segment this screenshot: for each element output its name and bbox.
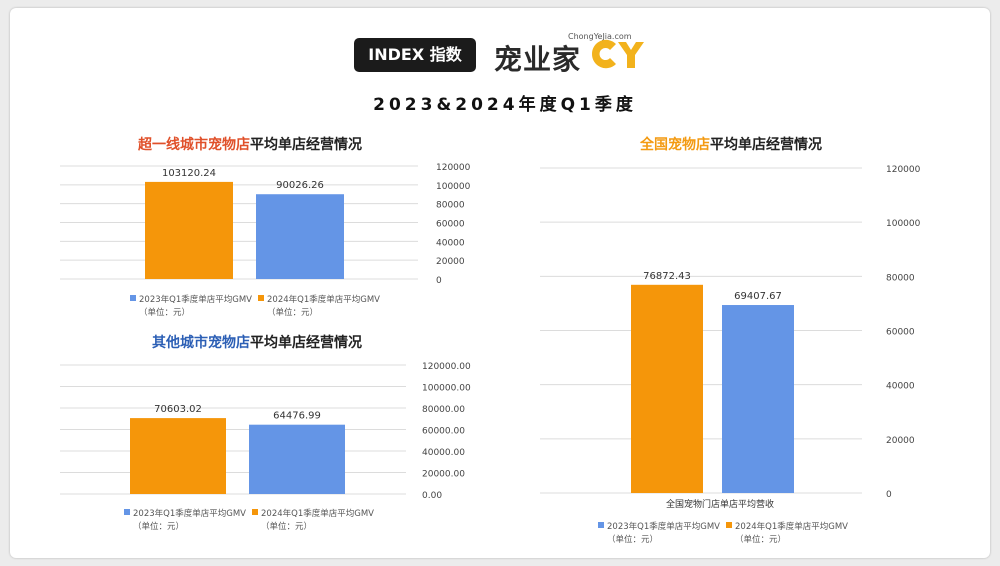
legend-swatch-2024 [726,522,732,528]
chart-title-national: 全国宠物店平均单店经营情况 [640,134,822,154]
legend-swatch-2023 [130,295,136,301]
y-tick-label: 20000.00 [422,470,465,480]
legend-swatch-2024 [258,295,264,301]
legend-unit: （单位：元） [139,307,190,318]
y-tick-label: 40000 [886,382,915,392]
y-tick-label: 20000 [436,257,465,267]
y-tick-label: 60000 [886,328,915,338]
chart-title-tier1: 超一线城市宠物店平均单店经营情况 [138,134,362,154]
page-title: 2023&2024年度Q1季度 [373,95,637,115]
chart-title-tier1-accent: 超一线城市宠物店 [138,137,250,153]
chart-title-national-accent: 全国宠物店 [640,137,710,153]
legend-label-2023: 2023年Q1季度单店平均GMV [139,294,252,305]
y-tick-label: 100000.00 [422,384,471,394]
legend-unit: （单位：元） [607,534,658,545]
y-tick-label: 100000 [886,219,920,229]
y-tick-label: 40000 [436,238,465,248]
chart-tier1: 0 20000 40000 60000 80000 100000 120000 103120.… [60,163,471,318]
brand-name: 宠业家 [494,43,582,76]
data-label: 69407.67 [734,291,782,302]
legend-label-2023: 2023年Q1季度单店平均GMV [607,521,720,532]
chart-title-other-accent: 其他城市宠物店 [152,335,250,351]
y-tick-label: 120000.00 [422,362,471,372]
legend-label-2024: 2024年Q1季度单店平均GMV [735,521,848,532]
chart-title-other-rest: 平均单店经营情况 [250,335,362,351]
category-label: 全国宠物门店单店平均营收 [666,498,774,510]
y-tick-label: 60000.00 [422,427,465,437]
bar-2023 [722,305,794,493]
y-tick-label: 120000 [436,163,471,173]
chart-title-national-rest: 平均单店经营情况 [710,137,822,153]
y-tick-label: 100000 [436,182,471,192]
y-tick-label: 80000 [436,201,465,211]
bar-2024 [145,181,233,279]
y-tick-label: 0 [436,276,442,286]
chart-national: 0 20000 40000 60000 80000 100000 120000 76872.4… [540,165,920,545]
data-label: 76872.43 [643,271,691,282]
brand-domain: ChongYeJia.com [568,32,632,41]
chart-other: 0.00 20000.00 40000.00 60000.00 80000.00 1000… [60,362,471,532]
data-label: 70603.02 [154,404,202,415]
legend-swatch-2023 [124,509,130,515]
bar-2023 [256,194,344,279]
legend-unit: （单位：元） [267,307,318,318]
y-tick-label: 40000.00 [422,448,465,458]
data-label: 64476.99 [273,411,321,422]
y-tick-label: 80000 [886,273,915,283]
y-tick-label: 80000.00 [422,405,465,415]
bar-2024 [130,418,226,494]
y-tick-label: 60000 [436,220,465,230]
legend-label-2024: 2024年Q1季度单店平均GMV [267,294,380,305]
legend-unit: （单位：元） [133,521,184,532]
bar-2023 [249,424,345,494]
index-badge: INDEX 指数 [354,38,476,72]
data-label: 103120.24 [162,168,216,179]
data-label: 90026.26 [276,180,324,191]
legend-swatch-2024 [252,509,258,515]
y-tick-label: 0 [886,490,892,500]
chart-title-tier1-rest: 平均单店经营情况 [250,137,362,153]
y-tick-label: 0.00 [422,491,442,501]
legend-unit: （单位：元） [261,521,312,532]
legend-unit: （单位：元） [735,534,786,545]
chart-title-other: 其他城市宠物店平均单店经营情况 [152,332,362,352]
legend-label-2023: 2023年Q1季度单店平均GMV [133,508,246,519]
y-tick-label: 20000 [886,436,915,446]
legend-label-2024: 2024年Q1季度单店平均GMV [261,508,374,519]
y-tick-label: 120000 [886,165,920,175]
legend-swatch-2023 [598,522,604,528]
bar-2024 [631,284,703,493]
brand-logo-icon [591,39,644,69]
